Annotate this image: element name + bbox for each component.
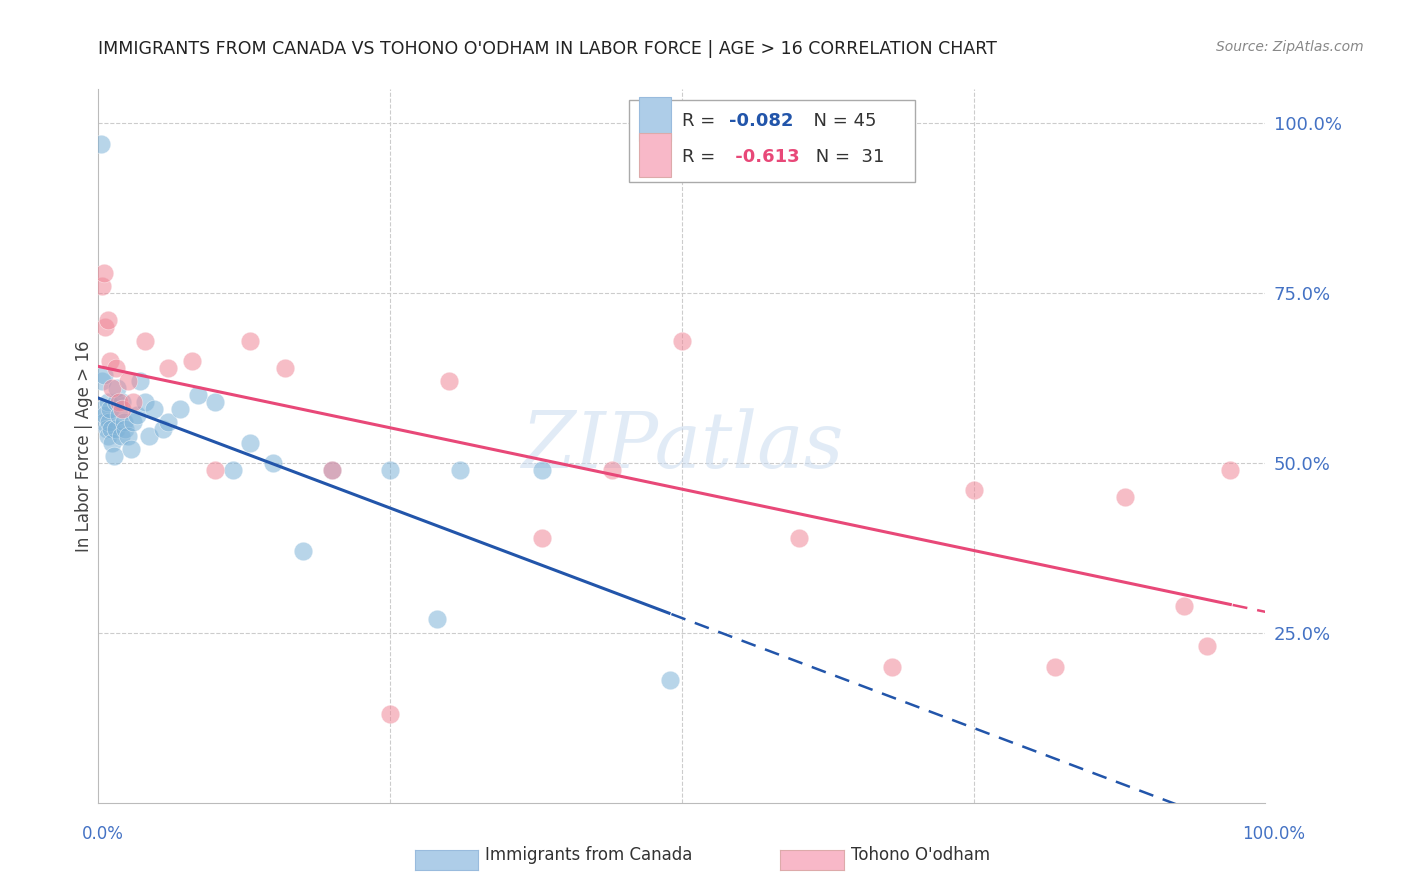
Point	[93, 415, 115, 429]
Point	[134, 394, 156, 409]
Text: R =: R =	[682, 112, 721, 130]
Point	[274, 360, 297, 375]
Point	[157, 360, 180, 375]
Point	[134, 334, 156, 348]
Point	[787, 531, 810, 545]
Point	[111, 394, 134, 409]
Point	[262, 456, 284, 470]
Point	[101, 381, 124, 395]
Point	[180, 354, 202, 368]
Y-axis label: In Labor Force | Age > 16: In Labor Force | Age > 16	[75, 340, 93, 552]
Point	[122, 394, 145, 409]
Point	[110, 429, 132, 443]
Point	[93, 368, 115, 382]
Point	[962, 483, 984, 498]
Point	[1045, 660, 1067, 674]
Point	[449, 463, 471, 477]
Text: -0.613: -0.613	[728, 148, 799, 166]
Point	[671, 334, 693, 348]
Point	[138, 429, 160, 443]
Point	[143, 401, 166, 416]
Text: ZIPatlas: ZIPatlas	[520, 408, 844, 484]
Point	[1173, 599, 1195, 613]
Point	[91, 401, 114, 416]
Point	[100, 422, 122, 436]
Point	[97, 429, 120, 443]
Text: 100.0%: 100.0%	[1243, 825, 1305, 843]
Text: R =: R =	[682, 148, 721, 166]
Point	[96, 422, 118, 436]
Point	[600, 463, 623, 477]
Point	[114, 422, 136, 436]
Point	[152, 422, 174, 436]
Point	[1114, 490, 1136, 504]
Point	[204, 463, 226, 477]
Point	[291, 544, 314, 558]
Point	[103, 449, 125, 463]
Bar	[638, 133, 672, 177]
Point	[426, 612, 449, 626]
Point	[239, 334, 262, 348]
Point	[97, 415, 120, 429]
Point	[380, 463, 402, 477]
Point	[187, 388, 209, 402]
Point	[112, 415, 135, 429]
Point	[530, 463, 553, 477]
Text: Tohono O'odham: Tohono O'odham	[851, 846, 990, 863]
Point	[94, 320, 117, 334]
Text: Source: ZipAtlas.com: Source: ZipAtlas.com	[1216, 40, 1364, 54]
Point	[90, 279, 112, 293]
Point	[120, 442, 142, 457]
Point	[97, 313, 120, 327]
Point	[659, 673, 682, 688]
Point	[93, 266, 115, 280]
Point	[104, 422, 127, 436]
Point	[117, 375, 139, 389]
Point	[98, 401, 121, 416]
Text: Immigrants from Canada: Immigrants from Canada	[485, 846, 692, 863]
Point	[90, 136, 112, 151]
Point	[1195, 640, 1218, 654]
Point	[108, 394, 131, 409]
Point	[321, 463, 343, 477]
Point	[104, 360, 127, 375]
Point	[239, 435, 262, 450]
Text: N =  31: N = 31	[810, 148, 884, 166]
Text: -0.082: -0.082	[728, 112, 793, 130]
Point	[169, 401, 191, 416]
Point	[101, 435, 124, 450]
Point	[1219, 463, 1241, 477]
Point	[204, 394, 226, 409]
Point	[105, 381, 128, 395]
Text: IMMIGRANTS FROM CANADA VS TOHONO O'ODHAM IN LABOR FORCE | AGE > 16 CORRELATION C: IMMIGRANTS FROM CANADA VS TOHONO O'ODHAM…	[98, 40, 997, 58]
FancyBboxPatch shape	[630, 100, 915, 182]
Point	[437, 375, 460, 389]
Point	[122, 415, 145, 429]
Point	[530, 531, 553, 545]
Point	[117, 429, 139, 443]
Point	[221, 463, 243, 477]
Point	[97, 394, 120, 409]
Point	[108, 409, 131, 423]
Point	[321, 463, 343, 477]
Text: 0.0%: 0.0%	[82, 825, 124, 843]
Point	[98, 354, 121, 368]
Text: N = 45: N = 45	[801, 112, 876, 130]
Point	[125, 409, 148, 423]
Point	[880, 660, 903, 674]
Point	[90, 375, 112, 389]
Point	[157, 415, 180, 429]
Point	[380, 707, 402, 722]
Point	[94, 409, 117, 423]
Point	[129, 375, 152, 389]
Point	[104, 394, 127, 409]
Bar	[638, 97, 672, 141]
Point	[111, 401, 134, 416]
